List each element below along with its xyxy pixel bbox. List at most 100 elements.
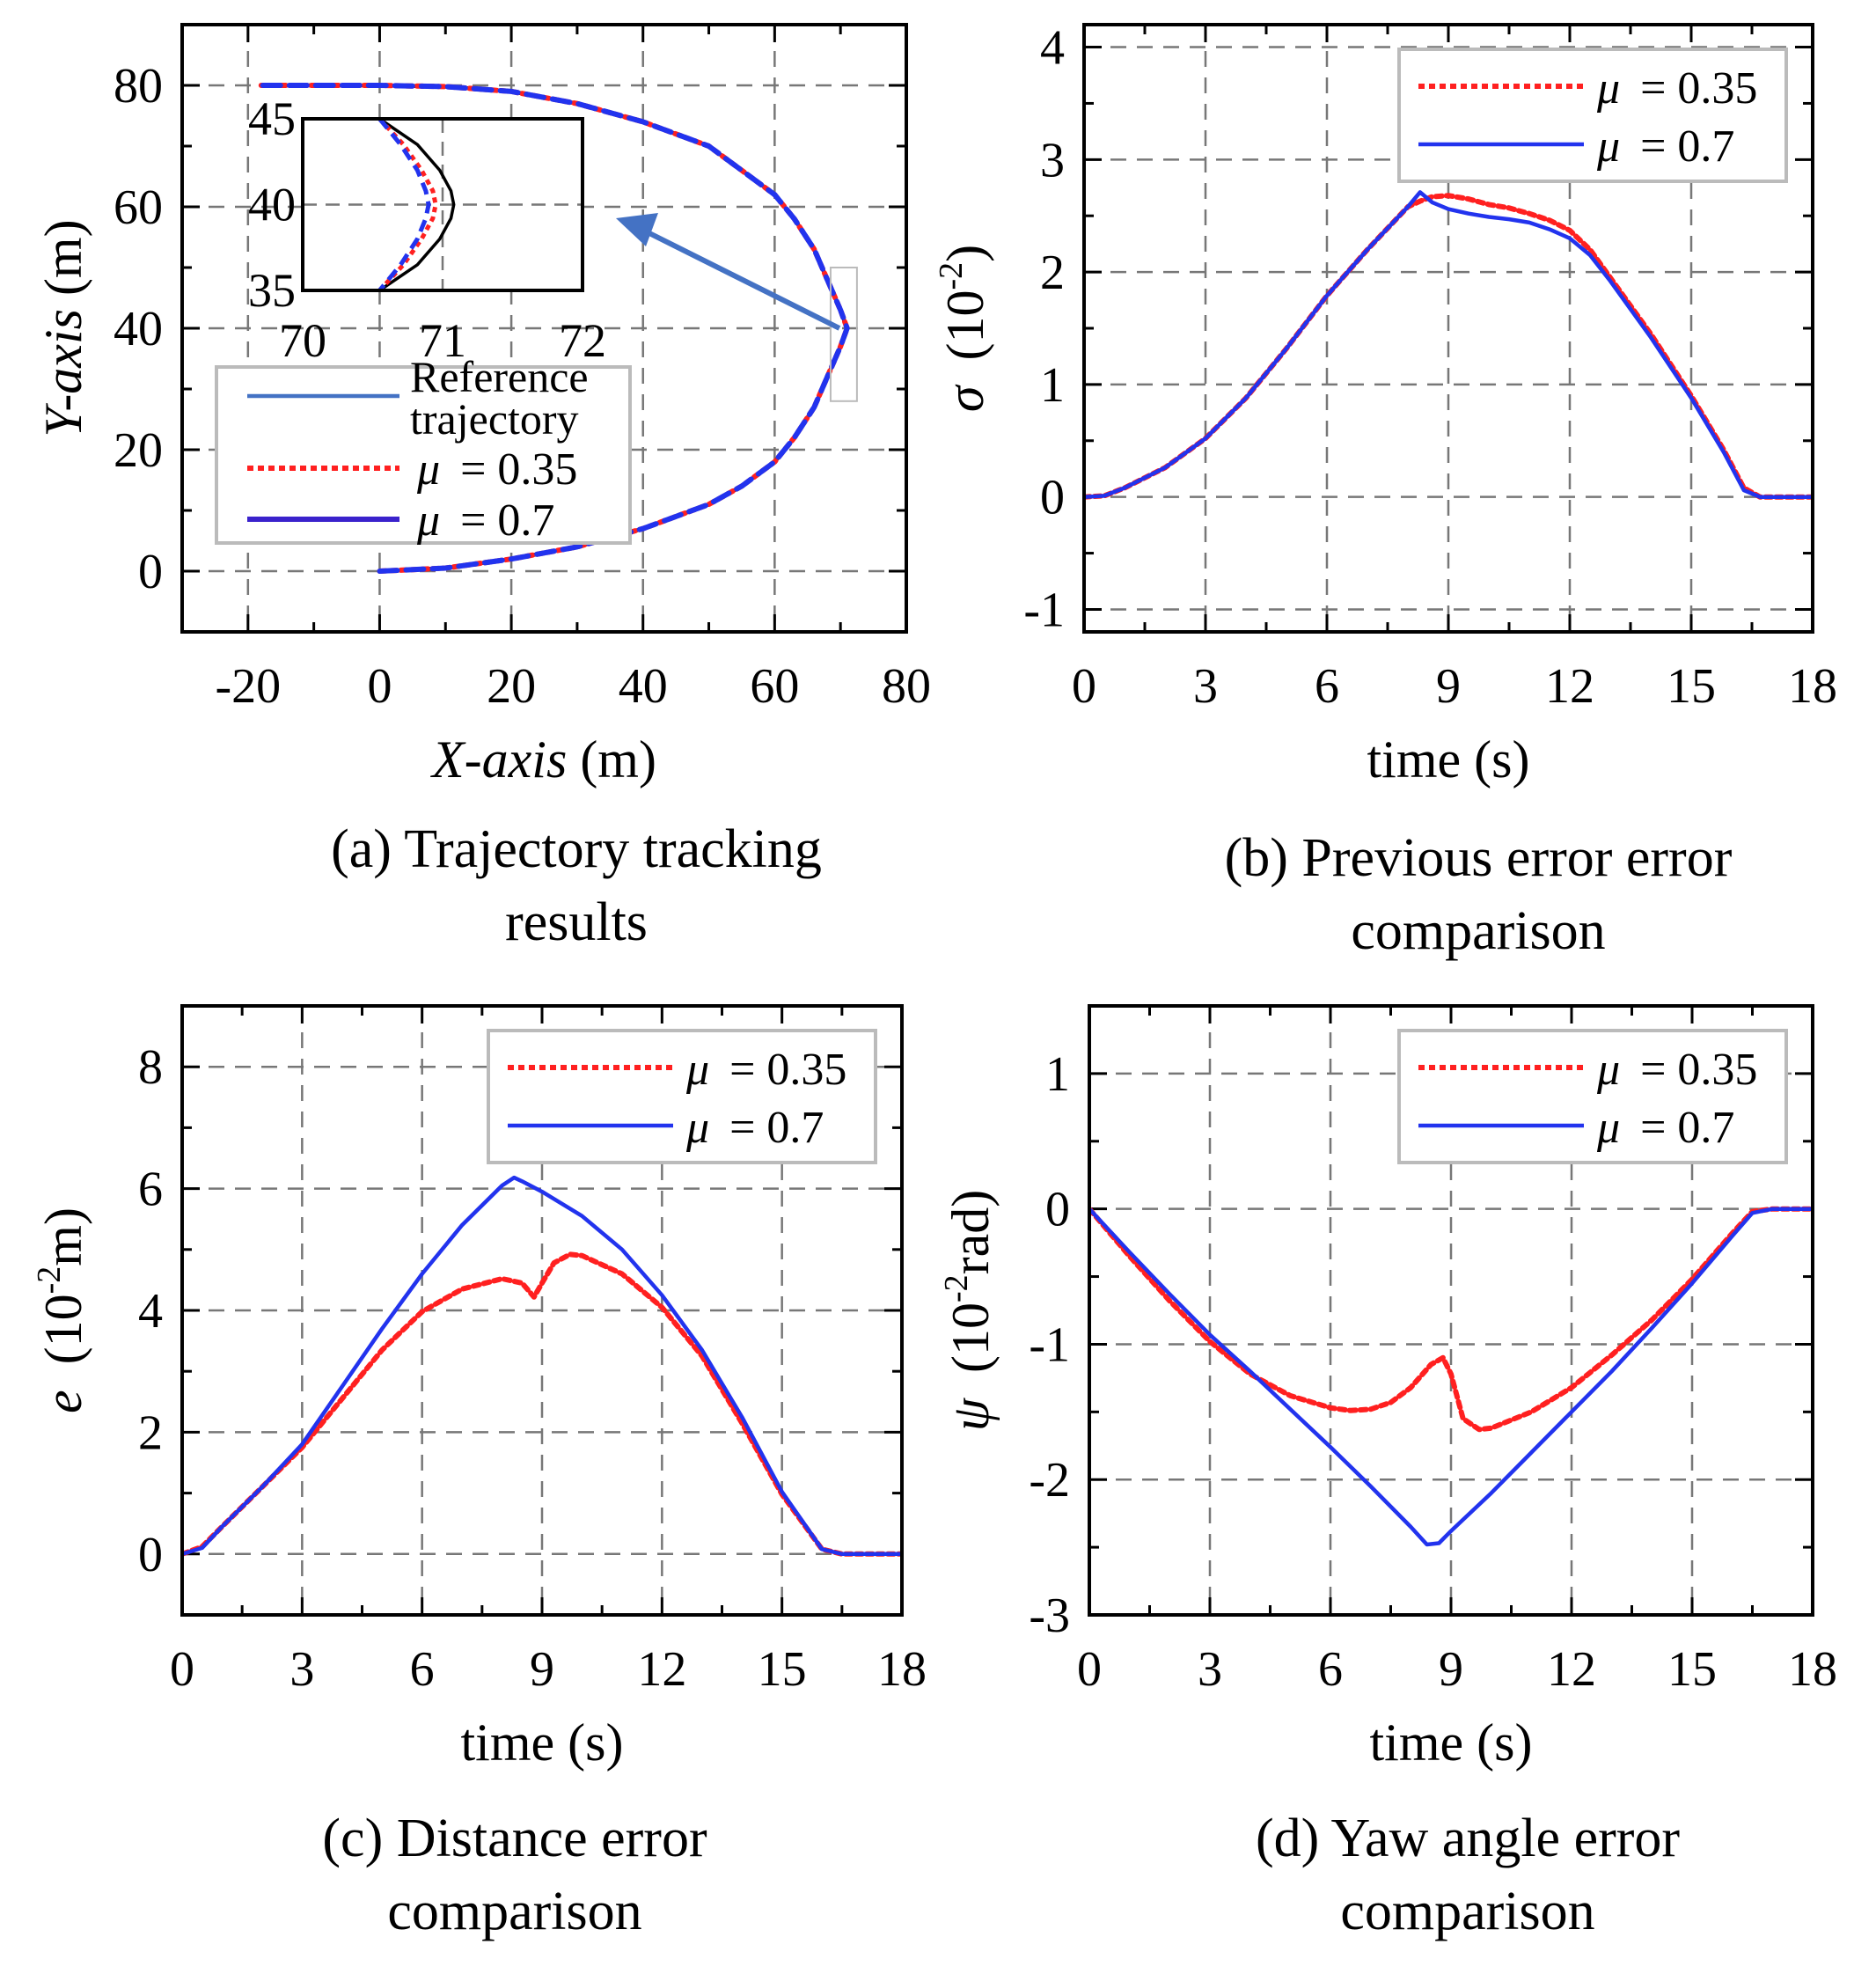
x-tick-label: 0 bbox=[1077, 1642, 1102, 1697]
y-tick-label: 60 bbox=[114, 180, 163, 235]
x-tick-label: 60 bbox=[750, 659, 799, 714]
y-tick-label: -1 bbox=[1029, 1317, 1070, 1372]
legend-label: μ = 0.35 bbox=[685, 1045, 846, 1095]
x-axis-label: X-axis (m) bbox=[430, 730, 656, 789]
y-tick-label: 0 bbox=[138, 545, 163, 599]
panel-caption: comparison bbox=[1351, 901, 1605, 961]
x-tick-label: 9 bbox=[1436, 659, 1461, 714]
y-tick-label: 4 bbox=[138, 1284, 163, 1339]
legend-label: μ = 0.7 bbox=[685, 1103, 824, 1153]
y-tick-label: 6 bbox=[138, 1163, 163, 1217]
legend-mu-value: = 0.7 bbox=[1629, 121, 1734, 172]
x-axis-label-italic: X-axis bbox=[430, 730, 567, 789]
inset-series-reference bbox=[378, 117, 456, 292]
y-axis-unit-tail: ) bbox=[936, 245, 994, 262]
inset-plot: 70 71 72 35 40 45 bbox=[248, 92, 606, 367]
legend-mu-value: = 0.35 bbox=[1629, 63, 1757, 114]
y-axis-label: Y-axis (m) bbox=[34, 219, 92, 437]
legend-mu-symbol: μ bbox=[416, 444, 440, 495]
legend-mu-symbol: μ bbox=[685, 1045, 709, 1095]
x-tick-label: 0 bbox=[367, 659, 392, 714]
x-axis-label-unit: (m) bbox=[567, 730, 656, 789]
plot-frame bbox=[180, 23, 908, 634]
legend-mu-value: = 0.7 bbox=[449, 495, 554, 546]
legend-box bbox=[487, 1029, 877, 1164]
y-axis-label-unit: (m) bbox=[34, 219, 92, 309]
y-tick-label: 1 bbox=[1045, 1047, 1070, 1102]
legend-box bbox=[1397, 1029, 1788, 1164]
inset-series-mu-0.7 bbox=[377, 117, 431, 292]
y-tick-label: 0 bbox=[1040, 471, 1065, 525]
legend-mu-symbol: μ bbox=[416, 495, 440, 546]
x-tick-label: 40 bbox=[619, 659, 668, 714]
x-tick-label: 20 bbox=[487, 659, 536, 714]
legend-mu-value: = 0.7 bbox=[718, 1103, 824, 1153]
y-axis-unit-base: (10 bbox=[34, 1294, 92, 1377]
x-tick-label: 15 bbox=[758, 1642, 807, 1697]
x-axis-label: time (s) bbox=[461, 1713, 624, 1772]
legend-label: μ = 0.7 bbox=[416, 495, 554, 546]
x-tick-label: 6 bbox=[1318, 1642, 1343, 1697]
plot-frame bbox=[180, 1004, 904, 1617]
series-mu-0.35 bbox=[1089, 1206, 1813, 1433]
x-tick-label: 18 bbox=[1788, 659, 1837, 714]
legend-mu-value: = 0.35 bbox=[718, 1045, 846, 1095]
y-tick-label: 40 bbox=[114, 302, 163, 356]
panel-caption: (b) Previous error error bbox=[1225, 828, 1733, 888]
y-axis-label: e (10-2m) bbox=[31, 1207, 92, 1413]
inset-y-tick-label: 45 bbox=[248, 92, 296, 145]
y-tick-label: 4 bbox=[1040, 21, 1065, 76]
y-tick-label: 8 bbox=[138, 1040, 163, 1095]
x-tick-label: 9 bbox=[1439, 1642, 1463, 1697]
y-axis-label: σ (10-2) bbox=[933, 245, 994, 412]
legend-mu-symbol: μ bbox=[1596, 1045, 1620, 1095]
inset-x-tick-label: 72 bbox=[559, 314, 606, 367]
y-tick-label: -1 bbox=[1023, 583, 1065, 637]
series-mu-0.7 bbox=[1089, 1207, 1813, 1547]
legend-mu-symbol: μ bbox=[1596, 121, 1620, 172]
legend: μ = 0.35μ = 0.7 bbox=[487, 1029, 877, 1164]
y-axis-symbol: e bbox=[34, 1390, 92, 1413]
x-axis-label: time (s) bbox=[1370, 1713, 1533, 1772]
y-axis-unit-tail: m) bbox=[34, 1207, 92, 1266]
x-tick-label: 12 bbox=[1547, 1642, 1596, 1697]
x-tick-label: 15 bbox=[1667, 1642, 1717, 1697]
inset-x-tick-label: 71 bbox=[419, 314, 466, 367]
zoom-arrow-head bbox=[616, 213, 658, 246]
legend-label: μ = 0.35 bbox=[1596, 63, 1757, 114]
panel-c: 0 3 6 9 12 15 18 0 2 4 6 8 time (s) e (10-2m) (c) Dist… bbox=[31, 1004, 927, 1941]
y-tick-label: 20 bbox=[114, 423, 163, 478]
legend-label: μ = 0.35 bbox=[1596, 1045, 1757, 1095]
y-axis-symbol: σ bbox=[936, 384, 994, 412]
inset-frame bbox=[301, 117, 584, 292]
y-tick-label: 3 bbox=[1040, 133, 1065, 187]
x-tick-label: 3 bbox=[289, 1642, 314, 1697]
y-axis-unit-exponent: -2 bbox=[31, 1266, 68, 1295]
y-tick-label: 1 bbox=[1040, 358, 1065, 413]
x-tick-label: 15 bbox=[1667, 659, 1716, 714]
x-tick-label: 0 bbox=[170, 1642, 194, 1697]
y-tick-label: -2 bbox=[1029, 1453, 1070, 1508]
x-tick-label: 3 bbox=[1193, 659, 1218, 714]
legend-box bbox=[1397, 48, 1788, 183]
y-axis-unit-exponent: -2 bbox=[933, 262, 970, 290]
legend-mu-value: = 0.7 bbox=[1629, 1103, 1734, 1153]
legend-label: μ = 0.7 bbox=[1596, 121, 1734, 172]
legend-label-reference: Reference bbox=[410, 352, 589, 401]
legend: μ = 0.35μ = 0.7 bbox=[1397, 48, 1788, 183]
inset-y-tick-label: 35 bbox=[248, 264, 296, 317]
legend-label: μ = 0.35 bbox=[416, 444, 577, 495]
x-tick-label: 12 bbox=[637, 1642, 686, 1697]
y-tick-label: 80 bbox=[114, 59, 163, 114]
panel-caption: comparison bbox=[387, 1882, 641, 1941]
plot-frame bbox=[1088, 1004, 1814, 1617]
y-tick-label: 0 bbox=[138, 1528, 163, 1582]
inset-y-tick-label: 40 bbox=[248, 179, 296, 231]
legend-mu-symbol: μ bbox=[1596, 63, 1620, 114]
series-mu-0.7 bbox=[1084, 190, 1813, 499]
zoom-region-box bbox=[829, 267, 858, 402]
panel-caption: (a) Trajectory tracking bbox=[331, 819, 822, 879]
y-tick-label: 0 bbox=[1045, 1183, 1070, 1237]
